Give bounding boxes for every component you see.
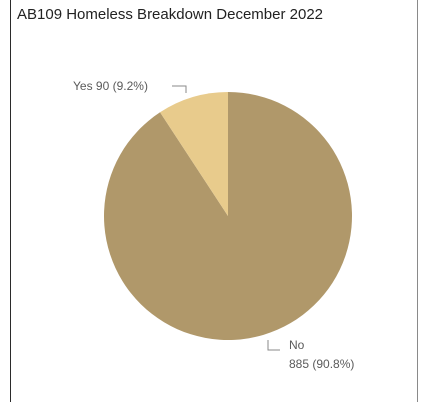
pie-slices bbox=[103, 92, 352, 341]
yes-data-label: Yes 90 (9.2%) bbox=[73, 79, 148, 93]
pie-slice-no[interactable] bbox=[103, 92, 352, 341]
chart-title: AB109 Homeless Breakdown December 2022 bbox=[17, 6, 323, 23]
left-border bbox=[10, 0, 11, 402]
pie-slice-yes[interactable] bbox=[160, 92, 228, 216]
no-label-name: No bbox=[289, 338, 305, 352]
no-label-value: 885 (90.8%) bbox=[289, 357, 354, 371]
right-border bbox=[417, 0, 418, 402]
no-leader-line bbox=[267, 340, 280, 351]
yes-leader-line bbox=[172, 85, 187, 93]
